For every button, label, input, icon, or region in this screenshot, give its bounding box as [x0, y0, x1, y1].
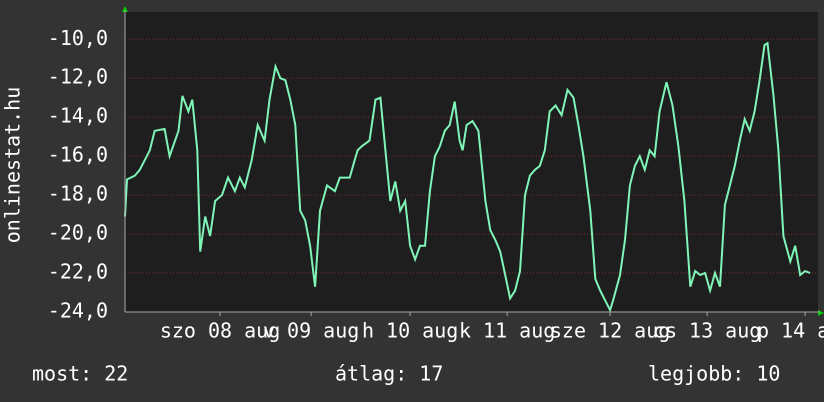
x-tick-label: p 14 aug	[757, 319, 824, 343]
y-tick-label: -14,0	[48, 104, 108, 128]
y-tick-label: -12,0	[48, 65, 108, 89]
footer-average: átlag: 17	[335, 362, 443, 386]
y-tick-label: -10,0	[48, 26, 108, 50]
x-tick-label: szo 08 aug	[160, 319, 280, 343]
axis-arrow	[122, 6, 128, 12]
x-tick-label: h 10 aug	[362, 319, 458, 343]
x-tick-label: cs 13 aug	[653, 319, 761, 343]
footer-best: legjobb: 10	[648, 362, 780, 386]
footer-most: most: 22	[32, 362, 128, 386]
x-tick-label: sze 12 aug	[550, 319, 670, 343]
x-tick-label: k 11 aug	[459, 319, 555, 343]
x-tick-label: v 09 aug	[263, 319, 359, 343]
y-tick-label: -24,0	[48, 299, 108, 323]
y-tick-label: -16,0	[48, 143, 108, 167]
y-tick-label: -20,0	[48, 221, 108, 245]
y-axis-title: onlinestat.hu	[1, 87, 25, 244]
y-tick-label: -22,0	[48, 260, 108, 284]
data-line	[124, 41, 811, 313]
y-tick-label: -18,0	[48, 182, 108, 206]
plot-area	[125, 12, 818, 312]
